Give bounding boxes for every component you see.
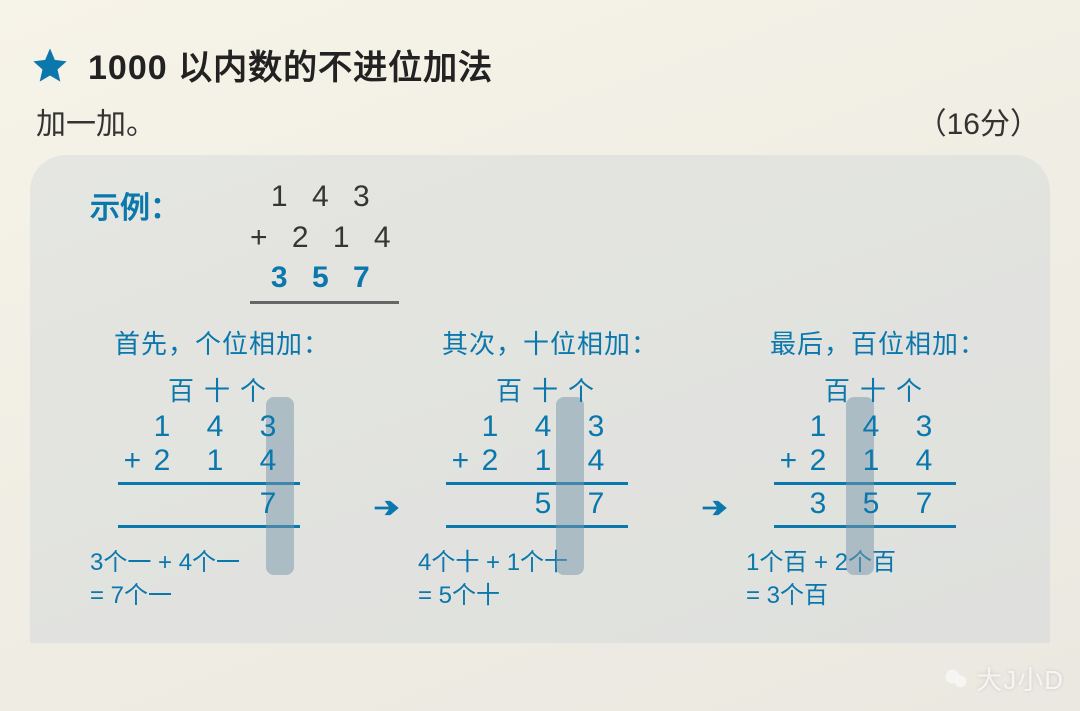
wechat-icon	[942, 665, 970, 693]
s3-exp2: = 3个百	[746, 579, 1010, 613]
sum: 3 5 7	[250, 258, 399, 304]
s3-res: 3 5 7	[810, 487, 947, 521]
step-3: 最后，百位相加： 百十个 1 4 3 2 1 4 3 5 7 1个百 + 2个百…	[746, 324, 1010, 613]
step-1-title: 首先，个位相加：	[90, 324, 354, 361]
s2-a: 1 4 3	[482, 410, 619, 444]
example-top: 示例： 1 4 3 + 2 1 4 3 5 7	[90, 177, 1010, 304]
s1-explain: 3个一 + 4个一 = 7个一	[90, 546, 354, 613]
step-1: 首先，个位相加： 百十个 1 4 3 2 1 4 7 3个一 + 4个一 = 7…	[90, 324, 354, 613]
s1-exp1: 3个一 + 4个一	[90, 546, 354, 580]
step-1-stack: 百十个 1 4 3 2 1 4 7	[148, 371, 297, 528]
addend-b: + 2 1 4	[250, 218, 399, 259]
s2-b: 2 1 4	[482, 444, 619, 478]
s2-res: 5 7	[482, 487, 619, 521]
s2-exp1: 4个十 + 1个十	[418, 546, 682, 580]
arrow-icon-2	[692, 491, 736, 525]
col-header-3: 百十个	[810, 371, 947, 408]
col-header: 百十个	[154, 371, 291, 408]
subtitle: 加一加。	[36, 99, 156, 143]
s3-a: 1 4 3	[810, 410, 947, 444]
s1-a: 1 4 3	[154, 410, 291, 444]
s1-b: 2 1 4	[154, 444, 291, 478]
page-title: 1000 以内数的不进位加法	[88, 40, 493, 89]
step-2-stack: 百十个 1 4 3 2 1 4 5 7	[476, 371, 625, 528]
step-2: 其次，十位相加： 百十个 1 4 3 2 1 4 5 7 4个十 + 1个十 =…	[418, 324, 682, 613]
points-label: （16分）	[917, 99, 1040, 143]
steps-row: 首先，个位相加： 百十个 1 4 3 2 1 4 7 3个一 + 4个一 = 7…	[90, 324, 1010, 613]
addend-b-val: 2 1 4	[292, 221, 399, 254]
s1-res: 7	[154, 487, 291, 521]
s2-exp2: = 5个十	[418, 579, 682, 613]
example-label: 示例：	[90, 183, 180, 227]
step-3-title: 最后，百位相加：	[746, 324, 1010, 361]
s3-b: 2 1 4	[810, 444, 947, 478]
s3-explain: 1个百 + 2个百 = 3个百	[746, 546, 1010, 613]
col-header-2: 百十个	[482, 371, 619, 408]
watermark-text: 大J小D	[976, 660, 1064, 697]
step-2-title: 其次，十位相加：	[418, 324, 682, 361]
example-box: 示例： 1 4 3 + 2 1 4 3 5 7 首先，个位相加： 百十个 1 4…	[30, 155, 1050, 643]
step-3-stack: 百十个 1 4 3 2 1 4 3 5 7	[804, 371, 953, 528]
star-icon	[30, 45, 70, 85]
title-row: 1000 以内数的不进位加法	[30, 40, 1050, 89]
s2-explain: 4个十 + 1个十 = 5个十	[418, 546, 682, 613]
sub-row: 加一加。 （16分）	[36, 99, 1050, 143]
watermark: 大J小D	[942, 660, 1064, 697]
addend-a: 1 4 3	[250, 177, 399, 218]
s1-exp2: = 7个一	[90, 579, 354, 613]
arrow-icon	[364, 491, 408, 525]
s3-exp1: 1个百 + 2个百	[746, 546, 1010, 580]
example-stack: 1 4 3 + 2 1 4 3 5 7	[250, 177, 399, 304]
